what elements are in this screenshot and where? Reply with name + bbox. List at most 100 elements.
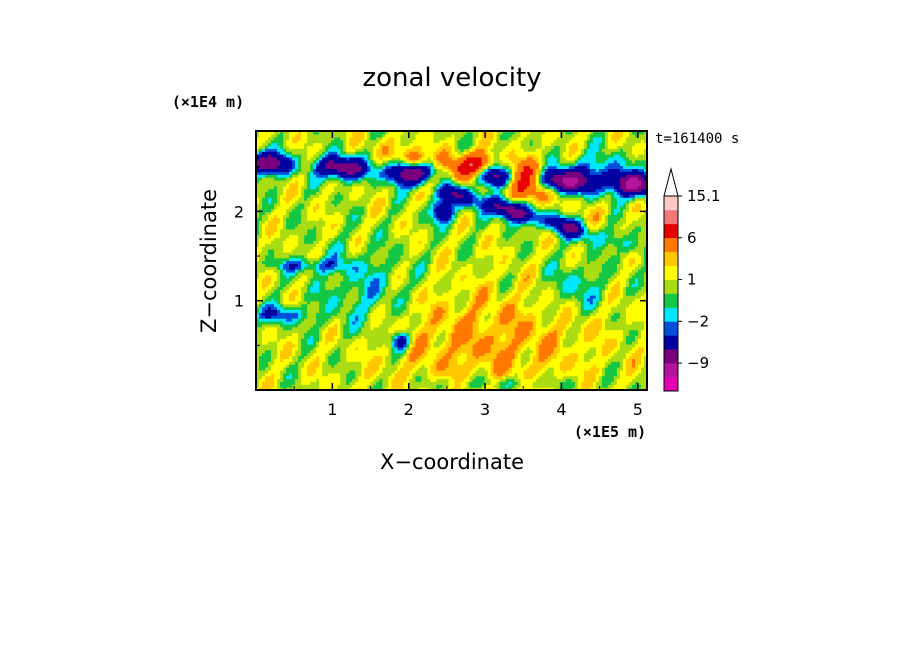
field-cell [256, 326, 260, 331]
field-cell [538, 338, 543, 342]
field-cell [613, 283, 618, 287]
field-cell [388, 364, 392, 368]
field-cell [523, 280, 528, 285]
field-cell [394, 375, 398, 380]
field-cell [424, 372, 429, 377]
field-cell [457, 378, 462, 382]
field-cell [640, 292, 645, 296]
field-cell [322, 335, 326, 339]
field-cell [331, 315, 335, 319]
field-cell [538, 297, 543, 302]
field-cell [370, 338, 374, 342]
field-cell [589, 329, 594, 334]
field-cell [580, 289, 585, 293]
field-cell [304, 366, 308, 371]
field-cell [502, 326, 507, 331]
field-cell [364, 361, 368, 365]
field-cell [340, 300, 344, 305]
field-cell [367, 329, 371, 334]
field-cell [502, 318, 507, 322]
field-cell [358, 355, 362, 359]
field-cell [487, 346, 492, 351]
field-cell [337, 349, 341, 354]
field-cell [592, 303, 597, 308]
field-cell [622, 289, 627, 293]
field-cell [397, 384, 401, 388]
field-cell [316, 329, 320, 334]
field-cell [544, 300, 549, 305]
field-cell [577, 300, 582, 305]
field-cell [598, 364, 603, 368]
field-cell [400, 329, 404, 334]
field-cell [313, 303, 317, 308]
field-cell [358, 387, 362, 390]
field-cell [589, 366, 594, 371]
field-cell [325, 326, 329, 331]
field-cell [319, 329, 323, 334]
field-cell [394, 332, 398, 336]
field-cell [319, 375, 323, 380]
field-cell [625, 289, 630, 293]
field-cell [484, 335, 489, 339]
field-cell [568, 378, 573, 382]
field-cell [370, 349, 374, 354]
field-cell [556, 384, 561, 388]
field-cell [427, 335, 432, 339]
field-cell [361, 375, 365, 380]
field-cell [436, 318, 441, 322]
field-cell [382, 326, 386, 331]
field-cell [361, 355, 365, 359]
field-cell [460, 318, 465, 322]
field-cell [568, 361, 573, 365]
field-cell [616, 381, 621, 385]
field-cell [490, 292, 495, 296]
field-cell [412, 306, 417, 311]
field-cell [490, 332, 495, 336]
field-cell [298, 361, 302, 365]
field-cell [433, 343, 438, 348]
field-cell [454, 387, 459, 390]
field-cell [574, 300, 579, 305]
field-cell [640, 309, 645, 313]
field-cell [418, 381, 423, 385]
field-cell [643, 372, 647, 377]
field-cell [622, 387, 627, 390]
field-cell [559, 361, 564, 365]
field-cell [634, 315, 639, 319]
field-cell [529, 338, 534, 342]
field-cell [304, 277, 308, 282]
field-cell [310, 303, 314, 308]
field-cell [631, 292, 636, 296]
field-cell [268, 343, 272, 348]
field-cell [442, 349, 447, 354]
field-cell [481, 349, 486, 354]
field-cell [442, 312, 447, 316]
field-cell [424, 312, 429, 316]
field-cell [472, 381, 477, 385]
field-cell [310, 318, 314, 322]
field-cell [595, 335, 600, 339]
field-cell [373, 343, 377, 348]
field-cell [289, 352, 293, 357]
field-cell [541, 341, 546, 345]
field-cell [298, 358, 302, 362]
field-cell [274, 318, 278, 322]
field-cell [385, 378, 389, 382]
field-cell [634, 338, 639, 342]
field-cell [358, 343, 362, 348]
field-cell [418, 295, 423, 299]
field-cell [409, 346, 413, 351]
field-cell [418, 355, 423, 359]
field-cell [550, 309, 555, 313]
field-cell [565, 387, 570, 390]
field-cell [346, 349, 350, 354]
field-cell [424, 387, 429, 390]
field-cell [346, 326, 350, 331]
field-cell [328, 277, 332, 282]
field-cell [316, 381, 320, 385]
field-cell [421, 295, 426, 299]
field-cell [616, 300, 621, 305]
field-cell [448, 364, 453, 368]
field-cell [643, 369, 647, 374]
field-cell [643, 303, 647, 308]
